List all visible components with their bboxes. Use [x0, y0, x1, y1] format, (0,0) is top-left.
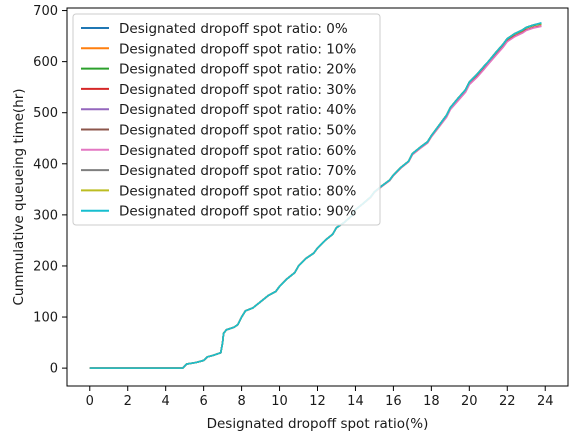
y-tick-label: 100	[33, 311, 58, 326]
legend-item-label: Designated dropoff spot ratio: 80%	[119, 183, 356, 199]
x-tick-label: 0	[86, 394, 94, 409]
x-tick-label: 24	[537, 394, 554, 409]
y-tick-label: 600	[33, 55, 58, 70]
x-tick-label: 8	[237, 394, 245, 409]
x-tick-label: 10	[271, 394, 288, 409]
legend-item-label: Designated dropoff spot ratio: 20%	[119, 62, 356, 78]
series-layer	[89, 22, 542, 369]
legend-item-label: Designated dropoff spot ratio: 70%	[119, 163, 356, 179]
y-axis-label: Cummulative queueing time(hr)	[11, 88, 27, 305]
legend-item-label: Designated dropoff spot ratio: 90%	[119, 204, 356, 220]
x-tick-label: 14	[347, 394, 364, 409]
y-tick-label: 500	[33, 106, 58, 121]
x-tick-label: 22	[499, 394, 516, 409]
legend-item-label: Designated dropoff spot ratio: 0%	[119, 21, 348, 37]
series-line-9	[89, 22, 542, 369]
x-tick-label: 4	[162, 394, 170, 409]
legend-item-label: Designated dropoff spot ratio: 60%	[119, 143, 356, 159]
x-axis: 0 2 4 6 8 10 12 14 16 18 20 22 24	[86, 386, 554, 409]
legend-item-label: Designated dropoff spot ratio: 40%	[119, 102, 356, 118]
legend: Designated dropoff spot ratio: 0% Designa…	[72, 13, 381, 226]
x-tick-label: 2	[124, 394, 132, 409]
y-tick-label: 400	[33, 157, 58, 172]
x-tick-label: 12	[309, 394, 326, 409]
y-tick-label: 0	[50, 362, 58, 377]
x-tick-label: 20	[461, 394, 478, 409]
y-tick-label: 300	[33, 208, 58, 223]
y-tick-label: 700	[33, 4, 58, 19]
legend-box	[72, 13, 381, 226]
y-axis: 0 100 200 300 400 500 600 700	[33, 4, 67, 377]
x-tick-label: 18	[423, 394, 440, 409]
legend-item-label: Designated dropoff spot ratio: 50%	[119, 123, 356, 139]
x-tick-label: 16	[385, 394, 402, 409]
legend-item-label: Designated dropoff spot ratio: 30%	[119, 82, 356, 98]
legend-item-label: Designated dropoff spot ratio: 10%	[119, 41, 356, 57]
y-tick-label: 200	[33, 259, 58, 274]
x-tick-label: 6	[199, 394, 207, 409]
x-axis-label: Designated dropoff spot ratio(%)	[207, 416, 429, 432]
